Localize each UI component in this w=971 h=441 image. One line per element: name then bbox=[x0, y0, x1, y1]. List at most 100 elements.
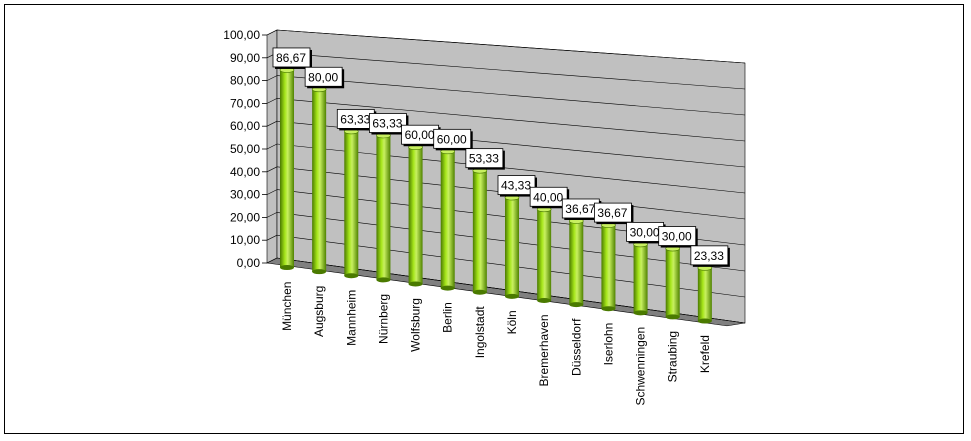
data-label-box bbox=[594, 202, 632, 223]
bar-body bbox=[440, 151, 455, 289]
x-tick-label: Ingolstadt bbox=[473, 306, 487, 359]
x-tick-label: Bremerhaven bbox=[537, 314, 551, 386]
bar-body bbox=[312, 89, 327, 272]
chart-frame: 0,00 10,00 20,00 30,00 40,00 50,00 60,00 70,00 8… bbox=[4, 4, 964, 434]
bar-base bbox=[376, 277, 391, 283]
data-label-box bbox=[304, 66, 343, 87]
bar-base bbox=[344, 273, 359, 279]
x-tick-label: Straubing bbox=[666, 331, 680, 382]
y-tick-label: 20,00 bbox=[230, 210, 260, 224]
data-label: 30,00 bbox=[630, 225, 660, 239]
bar-body bbox=[376, 135, 391, 280]
x-tick-label: Düsseldorf bbox=[569, 318, 583, 376]
gridline-side bbox=[266, 257, 278, 264]
x-tick-label: Berlin bbox=[441, 302, 455, 333]
bar-body bbox=[505, 197, 519, 297]
data-label-box bbox=[497, 175, 536, 195]
bar-body bbox=[344, 131, 359, 276]
bar-body bbox=[472, 170, 487, 293]
x-tick-label: Schwenningen bbox=[634, 327, 648, 406]
bar-München bbox=[279, 67, 295, 271]
data-label-box bbox=[433, 128, 472, 149]
data-label-box bbox=[272, 47, 311, 68]
bar-Schwenningen bbox=[633, 241, 648, 316]
data-label: 36,67 bbox=[597, 206, 627, 220]
gridline-side bbox=[266, 120, 278, 127]
bar-Ingolstadt bbox=[472, 167, 488, 295]
data-label: 60,00 bbox=[405, 128, 435, 142]
bar-Straubing bbox=[665, 245, 681, 320]
data-label: 86,67 bbox=[276, 51, 306, 65]
x-axis-labels: München Augsburg Mannheim Nürnberg Wolfsburg… bbox=[280, 282, 712, 406]
data-label: 23,33 bbox=[694, 249, 724, 263]
y-tick-label: 10,00 bbox=[230, 233, 260, 247]
bar-base bbox=[569, 302, 584, 308]
gridline-side bbox=[266, 98, 278, 104]
data-label: 60,00 bbox=[437, 132, 467, 146]
bar-base bbox=[665, 314, 680, 320]
gridline bbox=[276, 52, 746, 90]
bar-base bbox=[472, 289, 487, 295]
bar-body bbox=[280, 69, 294, 268]
bar-base bbox=[440, 285, 455, 291]
data-label: 80,00 bbox=[308, 70, 338, 84]
data-label: 30,00 bbox=[662, 230, 692, 244]
y-tick-label: 70,00 bbox=[230, 96, 260, 110]
bar-Düsseldorf bbox=[568, 218, 584, 308]
bar-Krefeld bbox=[697, 265, 713, 324]
gridline-side bbox=[266, 166, 278, 173]
gridline-side bbox=[266, 212, 278, 218]
bar-Nürnberg bbox=[376, 132, 391, 283]
data-label: 36,67 bbox=[565, 202, 595, 216]
gridline-side bbox=[266, 29, 278, 36]
bar-base bbox=[280, 265, 294, 271]
data-label: 43,33 bbox=[501, 179, 531, 193]
data-label: 63,33 bbox=[372, 117, 402, 131]
y-tick-label: 80,00 bbox=[230, 74, 260, 88]
y-axis-ticks: 0,00 10,00 20,00 30,00 40,00 50,00 60,00 70,00 8… bbox=[223, 28, 267, 270]
bar-base bbox=[312, 269, 327, 275]
bar-base bbox=[537, 297, 552, 303]
bar-base bbox=[601, 306, 616, 312]
y-tick-label: 0,00 bbox=[237, 256, 261, 270]
chart-svg: 0,00 10,00 20,00 30,00 40,00 50,00 60,00 70,00 8… bbox=[223, 28, 746, 406]
bar-body bbox=[569, 220, 584, 305]
x-tick-label: Iserlohn bbox=[601, 323, 615, 366]
data-label-box bbox=[529, 186, 568, 207]
bar-Augsburg bbox=[311, 86, 327, 275]
gridline bbox=[276, 75, 746, 116]
data-label-box bbox=[465, 148, 504, 169]
bar-body bbox=[408, 147, 423, 285]
x-tick-label: Mannheim bbox=[344, 290, 358, 346]
data-label-box bbox=[658, 226, 697, 246]
bar-base bbox=[633, 310, 648, 316]
bar-Iserlohn bbox=[601, 222, 616, 312]
bar-body bbox=[697, 267, 712, 322]
y-tick-label: 30,00 bbox=[230, 188, 260, 202]
y-tick-label: 60,00 bbox=[230, 119, 260, 133]
gridline-side bbox=[266, 143, 278, 150]
data-label-box bbox=[369, 113, 407, 133]
x-tick-label: Wolfsburg bbox=[409, 298, 423, 352]
bar-Berlin bbox=[440, 148, 456, 291]
y-tick-label: 90,00 bbox=[230, 51, 260, 65]
data-label-box bbox=[690, 245, 729, 266]
gridline-side bbox=[266, 189, 278, 195]
bars bbox=[279, 67, 713, 324]
gridline-side bbox=[266, 75, 278, 81]
gridline bbox=[276, 98, 746, 142]
bar-body bbox=[537, 209, 552, 301]
bar-body bbox=[633, 244, 648, 313]
data-label: 53,33 bbox=[469, 152, 499, 166]
gridline bbox=[276, 29, 746, 64]
bar-base bbox=[697, 318, 712, 324]
data-label: 40,00 bbox=[533, 190, 563, 204]
y-tick-label: 100,00 bbox=[223, 28, 260, 42]
bar-Bremerhaven bbox=[536, 206, 552, 303]
gridline-side bbox=[266, 234, 278, 241]
x-tick-label: Krefeld bbox=[698, 335, 712, 373]
x-tick-label: München bbox=[280, 282, 294, 331]
y-tick-label: 50,00 bbox=[230, 142, 260, 156]
x-tick-label: Augsburg bbox=[312, 286, 326, 337]
